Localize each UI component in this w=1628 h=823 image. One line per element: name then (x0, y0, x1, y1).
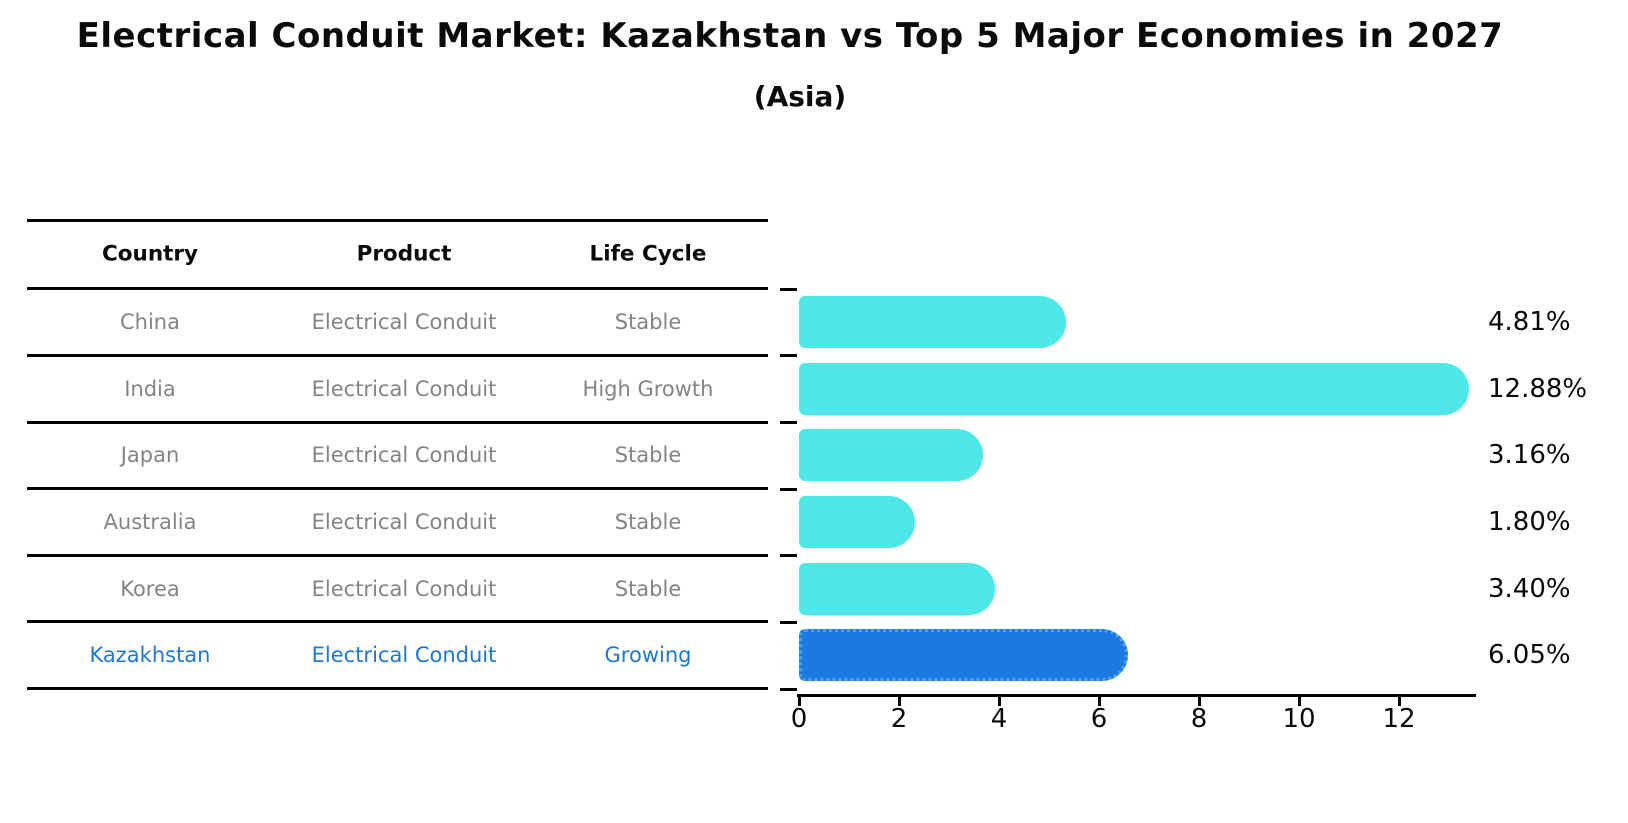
table-row: Japan Electrical Conduit Stable (27, 422, 768, 488)
value-label-china: 4.81% (1488, 307, 1571, 337)
x-axis-line (797, 694, 1476, 697)
cell-life-cycle: Stable (614, 577, 682, 601)
bar-china (799, 296, 1066, 348)
cell-country: Kazakhstan (89, 643, 211, 667)
cell-country: Japan (120, 443, 180, 467)
bar-korea (799, 563, 995, 615)
y-tick (780, 421, 797, 424)
cell-product: Electrical Conduit (311, 377, 497, 401)
value-label-japan: 3.16% (1488, 440, 1571, 470)
table-row-rule (27, 354, 768, 357)
x-tick-label: 0 (790, 704, 808, 734)
header-life-cycle: Life Cycle (589, 241, 707, 267)
table-row-rule (27, 487, 768, 490)
cell-life-cycle: Stable (614, 510, 682, 534)
x-tick-label: 2 (890, 704, 908, 734)
value-label-australia: 1.80% (1488, 507, 1571, 537)
cell-product: Electrical Conduit (311, 643, 497, 667)
cell-country: China (120, 310, 180, 334)
x-tick (998, 695, 1001, 706)
x-tick (798, 695, 801, 706)
bar-japan (799, 429, 983, 481)
cell-country: India (124, 377, 176, 401)
x-tick (1298, 695, 1301, 706)
cell-life-cycle: Stable (614, 443, 682, 467)
table-row: Australia Electrical Conduit Stable (27, 489, 768, 555)
value-label-kazakhstan: 6.05% (1488, 640, 1571, 670)
table-row: India Electrical Conduit High Growth (27, 356, 768, 422)
bar-australia (799, 496, 915, 548)
cell-country: Australia (103, 510, 197, 534)
x-tick-label: 6 (1090, 704, 1108, 734)
x-tick-label: 8 (1190, 704, 1208, 734)
value-label-korea: 3.40% (1488, 574, 1571, 604)
x-tick (898, 695, 901, 706)
table-row-rule (27, 620, 768, 623)
x-tick (1398, 695, 1401, 706)
y-tick (780, 288, 797, 291)
table-row-rule (27, 554, 768, 557)
cell-life-cycle: Growing (604, 643, 692, 667)
header-country: Country (101, 241, 199, 267)
cell-country: Korea (120, 577, 180, 601)
y-tick (780, 488, 797, 491)
table-row: Korea Electrical Conduit Stable (27, 556, 768, 622)
cell-product: Electrical Conduit (311, 577, 497, 601)
table-row: China Electrical Conduit Stable (27, 289, 768, 355)
y-tick (780, 688, 797, 691)
cell-product: Electrical Conduit (311, 443, 497, 467)
cell-life-cycle: High Growth (582, 377, 714, 401)
cell-product: Electrical Conduit (311, 310, 497, 334)
y-tick (780, 554, 797, 557)
x-tick-label: 12 (1382, 704, 1416, 734)
table-row-kazakhstan: Kazakhstan Electrical Conduit Growing (27, 622, 768, 688)
y-tick (780, 621, 797, 624)
x-tick-label: 4 (990, 704, 1008, 734)
cell-life-cycle: Stable (614, 310, 682, 334)
chart-subtitle: (Asia) (753, 80, 847, 113)
table-row-rule (27, 421, 768, 424)
table-header-rule (27, 287, 768, 290)
value-label-india: 12.88% (1488, 374, 1588, 404)
bar-india (799, 363, 1469, 415)
x-tick (1198, 695, 1201, 706)
table-top-rule (27, 219, 768, 222)
header-product: Product (356, 241, 452, 267)
y-tick (780, 354, 797, 357)
chart-title: Electrical Conduit Market: Kazakhstan vs… (76, 16, 1504, 56)
table-header-row: Country Product Life Cycle (27, 221, 768, 287)
table-bottom-rule (27, 687, 768, 690)
x-tick-label: 10 (1282, 704, 1316, 734)
cell-product: Electrical Conduit (311, 510, 497, 534)
x-tick (1098, 695, 1101, 706)
bar-kazakhstan (799, 629, 1128, 681)
